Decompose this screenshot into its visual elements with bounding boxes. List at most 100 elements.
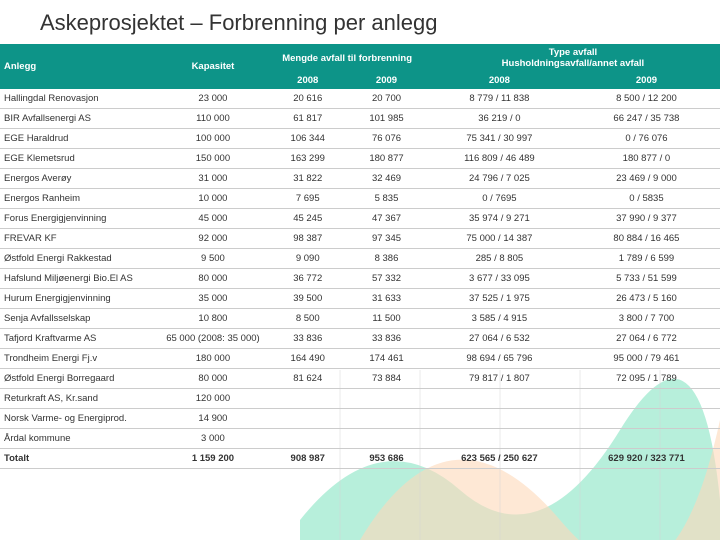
cell-m2008: 45 245 (268, 209, 347, 229)
cell-m2009 (347, 429, 426, 449)
cell-m2009: 101 985 (347, 109, 426, 129)
cell-t2009: 27 064 / 6 772 (573, 329, 720, 349)
table-body: Hallingdal Renovasjon23 00020 61620 7008… (0, 89, 720, 469)
cell-kapasitet: 92 000 (158, 229, 269, 249)
cell-m2009: 5 835 (347, 189, 426, 209)
header-kapasitet: Kapasitet (158, 44, 269, 89)
cell-t2009 (573, 409, 720, 429)
cell-m2009: 76 076 (347, 129, 426, 149)
table-row: Energos Averøy31 00031 82232 46924 796 /… (0, 169, 720, 189)
cell-m2008: 908 987 (268, 449, 347, 469)
header-mengde-2008: 2008 (268, 72, 347, 89)
cell-kapasitet: 9 500 (158, 249, 269, 269)
cell-t2008 (426, 389, 573, 409)
cell-anlegg: Energos Averøy (0, 169, 158, 189)
header-mengde: Mengde avfall til forbrenning (268, 44, 426, 72)
cell-m2009 (347, 409, 426, 429)
cell-kapasitet: 10 000 (158, 189, 269, 209)
cell-anlegg: Hafslund Miljøenergi Bio.El AS (0, 269, 158, 289)
cell-t2008: 285 / 8 805 (426, 249, 573, 269)
cell-t2008: 623 565 / 250 627 (426, 449, 573, 469)
cell-m2008: 61 817 (268, 109, 347, 129)
table-row: Senja Avfallsselskap10 8008 50011 5003 5… (0, 309, 720, 329)
cell-t2009: 1 789 / 6 599 (573, 249, 720, 269)
header-type-sub: Husholdningsavfall/annet avfall (430, 58, 716, 69)
header-type-2009: 2009 (573, 72, 720, 89)
cell-kapasitet: 80 000 (158, 369, 269, 389)
cell-t2008: 37 525 / 1 975 (426, 289, 573, 309)
cell-m2009: 180 877 (347, 149, 426, 169)
header-type-label: Type avfall (430, 47, 716, 58)
cell-anlegg: Senja Avfallsselskap (0, 309, 158, 329)
data-table: Anlegg Kapasitet Mengde avfall til forbr… (0, 44, 720, 469)
cell-anlegg: Trondheim Energi Fj.v (0, 349, 158, 369)
cell-kapasitet: 150 000 (158, 149, 269, 169)
cell-m2009: 8 386 (347, 249, 426, 269)
table-row: Norsk Varme- og Energiprod.14 900 (0, 409, 720, 429)
cell-anlegg: Tafjord Kraftvarme AS (0, 329, 158, 349)
header-type-2008: 2008 (426, 72, 573, 89)
cell-m2009: 33 836 (347, 329, 426, 349)
cell-m2008: 81 624 (268, 369, 347, 389)
cell-t2008: 35 974 / 9 271 (426, 209, 573, 229)
cell-t2009: 0 / 76 076 (573, 129, 720, 149)
cell-t2009 (573, 429, 720, 449)
cell-kapasitet: 65 000 (2008: 35 000) (158, 329, 269, 349)
cell-t2008: 24 796 / 7 025 (426, 169, 573, 189)
cell-m2009: 174 461 (347, 349, 426, 369)
cell-m2008: 9 090 (268, 249, 347, 269)
cell-m2008: 7 695 (268, 189, 347, 209)
cell-anlegg: FREVAR KF (0, 229, 158, 249)
table-row: Årdal kommune3 000 (0, 429, 720, 449)
table-row: Tafjord Kraftvarme AS65 000 (2008: 35 00… (0, 329, 720, 349)
cell-m2008: 39 500 (268, 289, 347, 309)
table-row: FREVAR KF92 00098 38797 34575 000 / 14 3… (0, 229, 720, 249)
cell-t2008: 36 219 / 0 (426, 109, 573, 129)
cell-m2008: 31 822 (268, 169, 347, 189)
cell-t2008: 98 694 / 65 796 (426, 349, 573, 369)
cell-m2009: 31 633 (347, 289, 426, 309)
cell-anlegg: Hallingdal Renovasjon (0, 89, 158, 109)
table-row: Østfold Energi Borregaard80 00081 62473 … (0, 369, 720, 389)
table-row: Trondheim Energi Fj.v180 000164 490174 4… (0, 349, 720, 369)
cell-m2008: 33 836 (268, 329, 347, 349)
cell-anlegg: Norsk Varme- og Energiprod. (0, 409, 158, 429)
cell-m2009: 20 700 (347, 89, 426, 109)
cell-kapasitet: 3 000 (158, 429, 269, 449)
header-mengde-2009: 2009 (347, 72, 426, 89)
cell-m2009: 57 332 (347, 269, 426, 289)
cell-kapasitet: 45 000 (158, 209, 269, 229)
cell-anlegg: Returkraft AS, Kr.sand (0, 389, 158, 409)
cell-t2008: 0 / 7695 (426, 189, 573, 209)
cell-m2008: 164 490 (268, 349, 347, 369)
cell-m2009: 32 469 (347, 169, 426, 189)
cell-m2009 (347, 389, 426, 409)
cell-anlegg: Totalt (0, 449, 158, 469)
header-type: Type avfall Husholdningsavfall/annet avf… (426, 44, 720, 72)
table-row: Energos Ranheim10 0007 6955 8350 / 76950… (0, 189, 720, 209)
cell-t2008 (426, 409, 573, 429)
cell-t2009: 629 920 / 323 771 (573, 449, 720, 469)
cell-m2009: 47 367 (347, 209, 426, 229)
cell-m2009: 73 884 (347, 369, 426, 389)
cell-anlegg: BIR Avfallsenergi AS (0, 109, 158, 129)
cell-t2009: 3 800 / 7 700 (573, 309, 720, 329)
cell-m2008 (268, 429, 347, 449)
cell-anlegg: EGE Haraldrud (0, 129, 158, 149)
cell-t2009: 66 247 / 35 738 (573, 109, 720, 129)
table-row: Forus Energigjenvinning45 00045 24547 36… (0, 209, 720, 229)
cell-kapasitet: 31 000 (158, 169, 269, 189)
table-row-total: Totalt1 159 200908 987953 686623 565 / 2… (0, 449, 720, 469)
cell-m2008 (268, 409, 347, 429)
cell-t2009: 80 884 / 16 465 (573, 229, 720, 249)
cell-kapasitet: 10 800 (158, 309, 269, 329)
table-row: Hafslund Miljøenergi Bio.El AS80 00036 7… (0, 269, 720, 289)
cell-anlegg: Årdal kommune (0, 429, 158, 449)
cell-t2009: 37 990 / 9 377 (573, 209, 720, 229)
cell-kapasitet: 110 000 (158, 109, 269, 129)
table-row: Østfold Energi Rakkestad9 5009 0908 3862… (0, 249, 720, 269)
cell-anlegg: Forus Energigjenvinning (0, 209, 158, 229)
cell-t2009: 180 877 / 0 (573, 149, 720, 169)
cell-t2008: 8 779 / 11 838 (426, 89, 573, 109)
table-header: Anlegg Kapasitet Mengde avfall til forbr… (0, 44, 720, 89)
